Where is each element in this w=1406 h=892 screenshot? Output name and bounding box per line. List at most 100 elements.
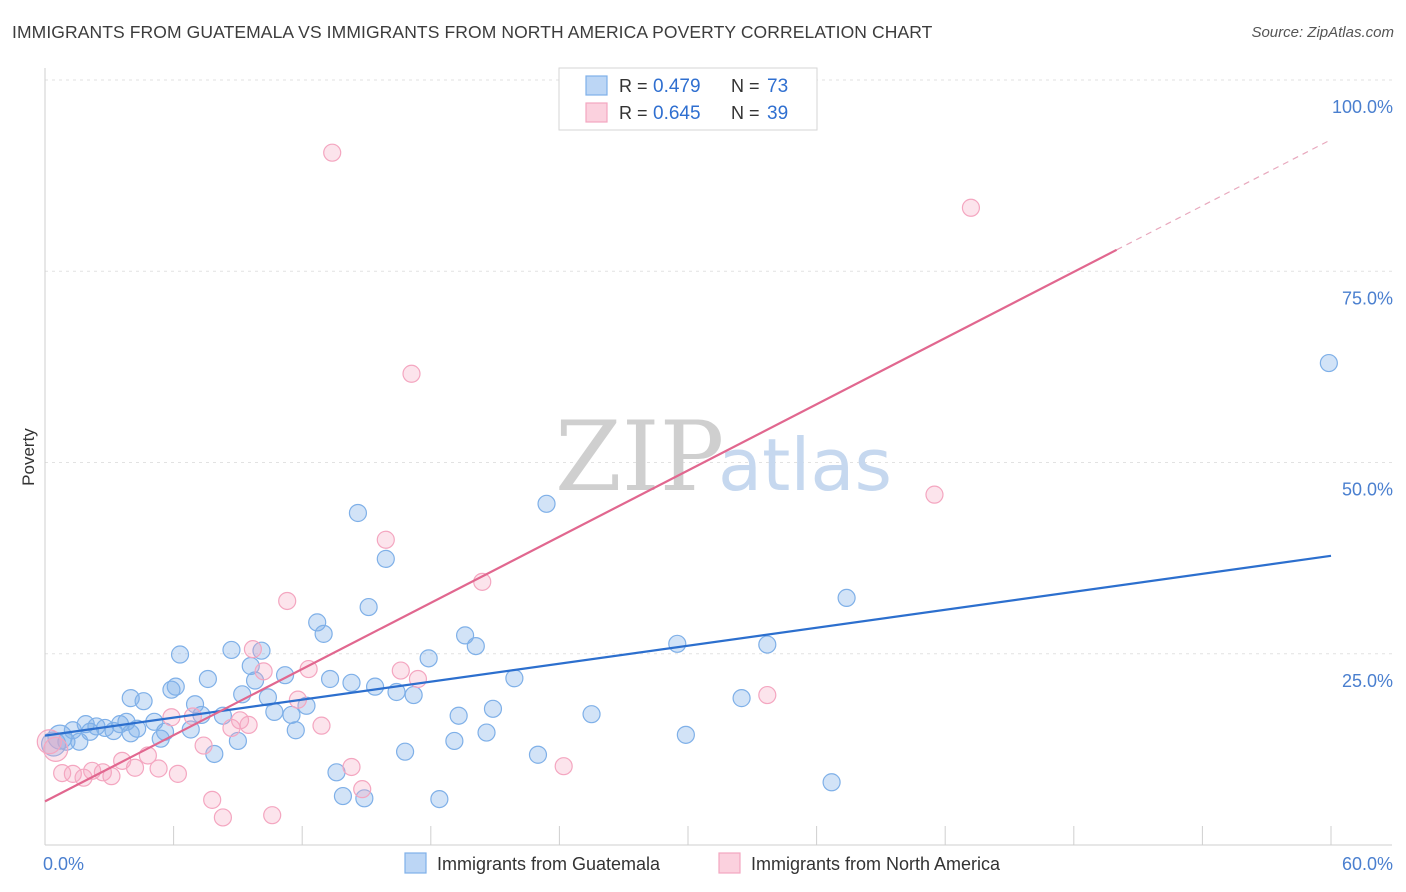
data-point bbox=[170, 645, 190, 664]
series-legend: Immigrants from Guatemala Immigrants fro… bbox=[404, 852, 1001, 874]
data-point bbox=[359, 597, 378, 617]
data-point bbox=[758, 635, 777, 654]
data-point bbox=[419, 649, 438, 668]
series-swatch-guatemala bbox=[404, 852, 427, 874]
data-point bbox=[676, 725, 695, 744]
legend-swatch-north-america bbox=[585, 102, 608, 123]
data-point bbox=[117, 712, 136, 731]
data-point bbox=[466, 636, 485, 656]
chart-title: IMMIGRANTS FROM GUATEMALA VS IMMIGRANTS … bbox=[12, 22, 933, 42]
data-point bbox=[395, 742, 415, 761]
data-point bbox=[342, 673, 361, 692]
x-tick-label-max: 60.0% bbox=[1342, 854, 1393, 874]
data-point bbox=[265, 702, 284, 721]
legend-n-value-north-america: 39 bbox=[767, 103, 788, 124]
data-point bbox=[582, 705, 601, 724]
data-point bbox=[213, 808, 232, 827]
data-point bbox=[404, 685, 423, 705]
data-point bbox=[505, 669, 524, 688]
data-point bbox=[198, 669, 217, 689]
data-point bbox=[554, 757, 573, 776]
data-point bbox=[333, 786, 353, 806]
data-point bbox=[925, 485, 944, 504]
data-point bbox=[376, 549, 395, 568]
data-point bbox=[121, 724, 140, 743]
data-point bbox=[402, 364, 421, 383]
data-point bbox=[125, 758, 145, 777]
data-point bbox=[43, 736, 69, 762]
data-point bbox=[837, 588, 856, 608]
data-point bbox=[314, 624, 333, 643]
legend-n-value-guatemala: 73 bbox=[767, 76, 788, 97]
y-axis-label: Poverty bbox=[19, 428, 38, 486]
trend-line-guatemala bbox=[44, 554, 1332, 737]
data-point bbox=[668, 634, 687, 653]
data-point bbox=[166, 677, 185, 696]
data-point bbox=[822, 773, 841, 792]
gridlines bbox=[45, 79, 1392, 655]
legend-r-value-north-america: 0.645 bbox=[653, 103, 701, 124]
data-point bbox=[353, 780, 372, 799]
y-tick-label-3: 75.0% bbox=[1342, 288, 1393, 308]
data-point bbox=[134, 692, 153, 711]
data-point bbox=[128, 719, 147, 738]
data-point bbox=[168, 764, 187, 783]
data-point bbox=[286, 721, 305, 740]
data-point bbox=[758, 685, 777, 705]
data-point bbox=[243, 640, 263, 659]
data-point bbox=[342, 757, 361, 777]
tick-labels: 25.0% 50.0% 75.0% 100.0% 0.0% 60.0% bbox=[43, 97, 1393, 874]
data-point bbox=[449, 706, 468, 725]
legend-r-label-north-america: R = bbox=[619, 103, 648, 123]
data-point bbox=[477, 723, 496, 742]
series-label-guatemala: Immigrants from Guatemala bbox=[437, 854, 661, 874]
source-credit: Source: ZipAtlas.com bbox=[1251, 24, 1394, 41]
data-point bbox=[1319, 353, 1338, 373]
data-point bbox=[528, 745, 548, 764]
watermark-atlas: atlas bbox=[718, 423, 892, 507]
data-point bbox=[149, 759, 168, 778]
data-point bbox=[239, 715, 258, 734]
data-point bbox=[455, 626, 475, 645]
data-point bbox=[312, 716, 331, 735]
x-tick-label-min: 0.0% bbox=[43, 854, 84, 874]
data-point bbox=[365, 677, 385, 696]
data-point bbox=[254, 662, 273, 681]
data-point bbox=[282, 705, 301, 725]
data-point bbox=[323, 143, 342, 162]
y-tick-label-2: 50.0% bbox=[1342, 480, 1393, 500]
series-label-north-america: Immigrants from North America bbox=[751, 854, 1001, 874]
trend-lines bbox=[44, 139, 1332, 803]
data-point bbox=[961, 198, 981, 217]
data-point bbox=[430, 789, 449, 809]
data-point bbox=[320, 669, 340, 689]
data-point bbox=[278, 591, 297, 611]
data-points bbox=[36, 72, 1338, 827]
series-swatch-north-america bbox=[718, 852, 741, 874]
data-point bbox=[194, 736, 213, 755]
data-point bbox=[63, 764, 82, 783]
legend-n-label-north-america: N = bbox=[731, 103, 760, 123]
trend-line-north-america bbox=[44, 248, 1118, 803]
data-point bbox=[483, 699, 503, 718]
data-point bbox=[391, 661, 410, 680]
data-point bbox=[732, 689, 751, 708]
legend-swatch-guatemala bbox=[585, 75, 608, 96]
watermark: ZIP atlas bbox=[555, 401, 892, 513]
data-point bbox=[348, 503, 368, 523]
data-point bbox=[537, 494, 556, 513]
legend-r-label-guatemala: R = bbox=[619, 76, 648, 96]
legend-r-value-guatemala: 0.479 bbox=[653, 76, 701, 97]
data-point bbox=[376, 530, 395, 549]
series-north-america-points bbox=[36, 72, 981, 827]
legend-n-label-guatemala: N = bbox=[731, 76, 760, 96]
data-point bbox=[263, 806, 282, 825]
trend-extension-north-america bbox=[1116, 139, 1332, 251]
data-point bbox=[222, 640, 241, 660]
data-point bbox=[230, 711, 250, 730]
data-point bbox=[445, 731, 464, 751]
axes bbox=[44, 68, 1392, 846]
y-tick-label-1: 25.0% bbox=[1342, 671, 1393, 691]
correlation-legend: R = 0.479 N = 73 R = 0.645 N = 39 bbox=[558, 67, 818, 131]
